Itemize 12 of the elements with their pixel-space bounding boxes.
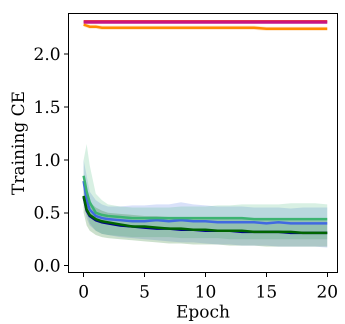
y-tick-label: 1.5 [34,98,61,118]
y-tick-label: 1.0 [34,150,61,171]
y-tick-label: 0.5 [34,204,61,224]
x-tick-label: 20 [316,282,338,302]
x-tick-label: 0 [78,282,90,302]
y-tick-label: 0.0 [34,256,61,277]
x-axis-title: Epoch [176,302,230,322]
y-tick-label: 2.0 [34,45,61,66]
x-tick-label: 5 [139,282,150,302]
x-tick-label: 10 [194,282,216,302]
x-tick-label: 15 [256,282,278,302]
y-axis-title: Training CE [9,90,30,196]
